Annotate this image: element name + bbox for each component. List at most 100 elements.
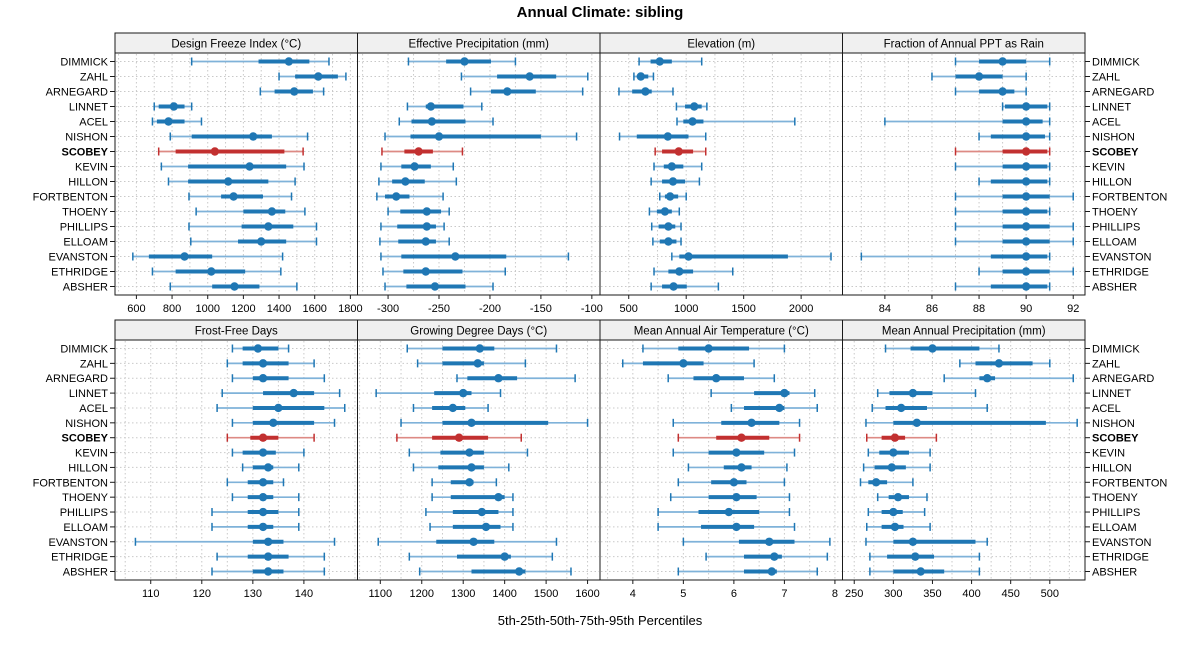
station-series — [954, 57, 1051, 66]
station-label-left: ABSHER — [63, 282, 108, 294]
median-dot — [500, 552, 509, 561]
median-dot — [207, 267, 216, 276]
panel-strip-title: Mean Annual Air Temperature (°C) — [634, 326, 809, 338]
station-label-left: NISHON — [65, 418, 108, 430]
median-dot — [410, 162, 419, 171]
median-dot — [974, 72, 984, 81]
station-series — [216, 552, 326, 561]
station-label-left: ZAHL — [80, 358, 108, 370]
x-tick-label: 1600 — [575, 588, 599, 600]
median-dot — [465, 448, 474, 457]
station-series-highlighted — [677, 433, 801, 442]
station-series — [188, 222, 318, 231]
median-dot — [669, 282, 678, 291]
station-series — [954, 207, 1051, 216]
station-series — [376, 192, 444, 201]
median-dot — [426, 102, 436, 111]
median-dot — [1021, 117, 1031, 126]
x-tick-label: 500 — [620, 303, 638, 315]
station-series — [416, 359, 527, 368]
median-dot — [258, 522, 268, 532]
x-tick-label: -200 — [479, 303, 501, 315]
median-dot — [765, 537, 774, 546]
station-label-left: ACEL — [79, 403, 108, 415]
station-label-right: EVANSTON — [1092, 537, 1152, 549]
x-tick-label: 140 — [295, 588, 313, 600]
station-series — [675, 102, 708, 111]
x-tick-label: 8 — [832, 588, 838, 600]
median-dot — [514, 567, 524, 576]
station-label-left: EVANSTON — [49, 537, 109, 549]
median-dot — [1021, 147, 1031, 156]
station-label-right: ARNEGARD — [1092, 87, 1154, 99]
station-label-right: ETHRIDGE — [1092, 267, 1149, 279]
median-dot — [732, 492, 741, 502]
station-series — [231, 448, 305, 457]
station-series — [167, 177, 296, 186]
x-tick-label: 1100 — [368, 588, 392, 600]
station-series — [379, 237, 450, 246]
station-series — [650, 282, 720, 291]
station-series — [884, 117, 1051, 126]
median-dot — [465, 478, 474, 487]
median-dot — [258, 433, 268, 442]
station-series-highlighted — [654, 147, 707, 156]
station-series — [653, 267, 734, 276]
median-dot — [767, 567, 776, 576]
station-label-left: SCOBEY — [62, 147, 109, 159]
station-label-right: ABSHER — [1092, 282, 1137, 294]
median-dot — [459, 388, 468, 398]
station-series — [876, 492, 928, 502]
median-dot — [668, 177, 678, 186]
station-series — [259, 87, 325, 96]
station-label-right: KEVIN — [1092, 448, 1125, 460]
median-dot — [684, 252, 693, 261]
median-dot — [274, 403, 283, 413]
station-series — [375, 388, 502, 398]
median-dot — [908, 537, 918, 546]
median-dot — [263, 537, 273, 546]
chart-title: Annual Climate: sibling — [516, 4, 684, 21]
station-label-left: ETHRIDGE — [51, 552, 108, 564]
station-series — [667, 374, 776, 383]
station-series — [865, 537, 988, 546]
x-tick-label: 600 — [127, 303, 145, 315]
median-dot — [1021, 207, 1031, 216]
station-label-right: ACEL — [1092, 403, 1121, 415]
station-series — [188, 192, 293, 201]
station-series — [648, 207, 681, 216]
x-tick-label: 1600 — [302, 303, 326, 315]
x-tick-label: 5 — [680, 588, 686, 600]
median-dot — [889, 448, 898, 457]
station-series — [382, 267, 506, 276]
station-series — [865, 418, 1078, 428]
station-label-left: KEVIN — [75, 162, 108, 174]
station-series — [412, 463, 510, 472]
median-dot — [481, 522, 491, 532]
median-dot — [263, 463, 273, 472]
station-label-right: DIMMICK — [1092, 344, 1140, 356]
station-series — [867, 507, 926, 517]
median-dot — [890, 522, 900, 532]
station-label-left: ABSHER — [63, 567, 108, 579]
x-tick-label: 84 — [879, 303, 891, 315]
x-tick-label: 2000 — [789, 303, 813, 315]
station-series — [169, 282, 298, 291]
x-tick-label: 7 — [781, 588, 787, 600]
median-dot — [1021, 222, 1031, 231]
station-series — [943, 374, 1075, 383]
median-dot — [245, 162, 254, 171]
station-series — [378, 177, 458, 186]
station-series — [876, 388, 977, 398]
station-series — [160, 162, 305, 171]
station-series — [400, 418, 589, 428]
median-dot — [253, 344, 263, 353]
median-dot — [454, 433, 464, 442]
median-dot — [248, 132, 258, 141]
station-series — [705, 552, 829, 561]
panel-body — [357, 339, 601, 581]
station-label-left: ARNEGARD — [46, 87, 108, 99]
median-dot — [469, 537, 478, 546]
